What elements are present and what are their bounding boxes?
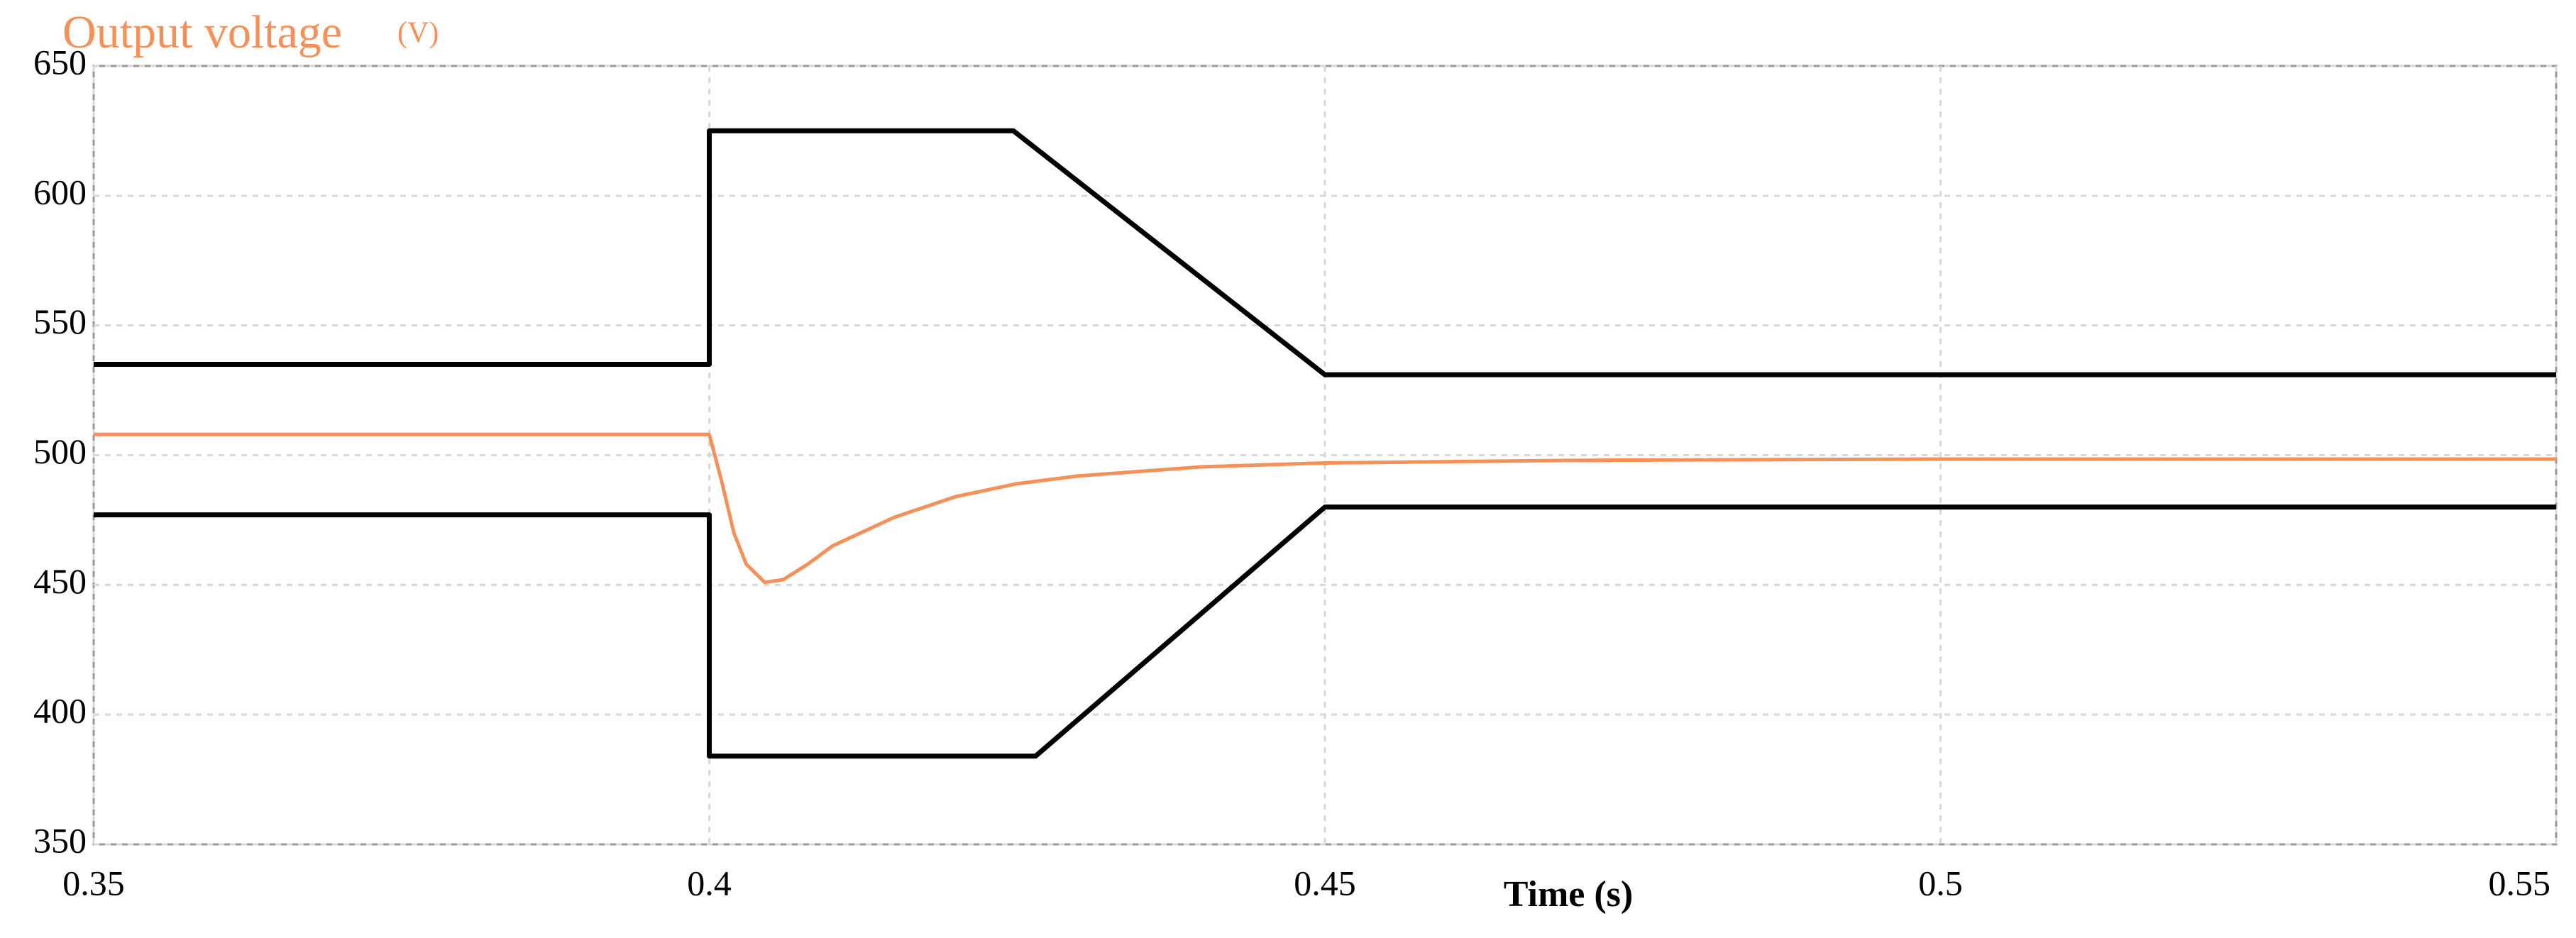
y-tick-label: 550: [33, 302, 87, 341]
x-tick-label: 0.5: [1918, 863, 1963, 903]
series-line: [94, 128, 2556, 377]
y-tick-label: 600: [33, 172, 87, 211]
x-axis-label: Time (s): [1504, 874, 1633, 915]
x-tick-label: 0.45: [1294, 863, 1356, 903]
y-tick-label: 400: [33, 691, 87, 731]
x-tick-label: 0.55: [2489, 863, 2551, 903]
y-tick-label: 650: [33, 42, 87, 82]
y-tick-label: 350: [33, 820, 87, 860]
series-line: [94, 504, 2556, 759]
x-tick-label: 0.4: [687, 863, 732, 903]
series-line: [94, 432, 2556, 585]
y-unit: (V): [397, 17, 439, 50]
chart-title: Output voltage: [62, 6, 342, 58]
y-tick-label: 500: [33, 431, 87, 471]
x-tick-label: 0.35: [62, 863, 125, 903]
y-tick-label: 450: [33, 561, 87, 601]
